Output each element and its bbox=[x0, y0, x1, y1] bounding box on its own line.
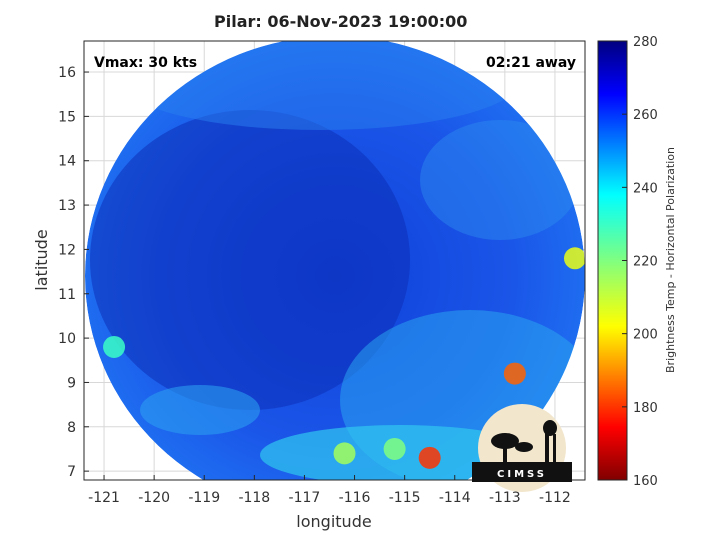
colorbar-tick-label: 160 bbox=[633, 474, 658, 489]
water-tower-icon bbox=[545, 430, 549, 462]
warm-spot bbox=[563, 247, 585, 270]
warm-spot bbox=[503, 362, 526, 385]
x-tick-label: -113 bbox=[489, 490, 521, 506]
y-axis-label: latitude bbox=[32, 229, 51, 290]
y-tick-label: 7 bbox=[67, 464, 76, 480]
y-tick-label: 10 bbox=[58, 331, 76, 347]
south-west-band bbox=[140, 385, 260, 435]
y-tick-label: 15 bbox=[58, 109, 76, 125]
x-axis-ticks: -121 -120 -119 -118 -117 -116 -115 -114 -113 -112 bbox=[88, 475, 571, 506]
plot-frame bbox=[83, 40, 586, 481]
x-tick-label: -115 bbox=[389, 490, 421, 506]
chart-title-text: Pilar: 06-Nov-2023 19:00:00 bbox=[214, 12, 468, 31]
y-tick-label: 8 bbox=[67, 420, 76, 436]
vmax-label: Vmax: 30 kts bbox=[94, 55, 197, 71]
logo-text: CIMSS bbox=[497, 469, 547, 480]
colorbar-tick-label: 260 bbox=[633, 108, 658, 123]
warm-spots bbox=[103, 247, 585, 469]
x-tick-label: -117 bbox=[289, 490, 321, 506]
y-tick-label: 9 bbox=[67, 375, 76, 391]
y-tick-label: 16 bbox=[58, 65, 76, 81]
x-axis-label: longitude bbox=[296, 512, 371, 531]
y-tick-label: 12 bbox=[58, 242, 76, 258]
colorbar-ticks: 280 260 240 220 200 180 160 bbox=[622, 35, 658, 489]
satellite-dish-icon bbox=[491, 433, 519, 449]
colorbar-tick-label: 180 bbox=[633, 401, 658, 416]
x-tick-label: -112 bbox=[539, 490, 571, 506]
warm-spot bbox=[418, 446, 441, 469]
x-tick-label: -120 bbox=[138, 490, 170, 506]
x-tick-label: -119 bbox=[188, 490, 220, 506]
cimss-logo: CIMSS bbox=[472, 404, 572, 492]
warm-band-north-east bbox=[420, 120, 580, 240]
colorbar-tick-label: 220 bbox=[633, 255, 658, 270]
x-tick-label: -114 bbox=[439, 490, 471, 506]
colorbar-tick-label: 240 bbox=[633, 181, 658, 196]
warm-spot bbox=[383, 437, 406, 460]
y-tick-label: 13 bbox=[58, 198, 76, 214]
cold-core-region bbox=[90, 110, 410, 410]
warm-spot bbox=[333, 442, 356, 465]
y-tick-label: 14 bbox=[58, 154, 76, 170]
x-tick-label: -118 bbox=[238, 490, 270, 506]
x-tick-label: -116 bbox=[339, 490, 371, 506]
colorbar-tick-label: 200 bbox=[633, 328, 658, 343]
y-tick-label: 11 bbox=[58, 287, 76, 303]
colorbar-tick-label: 280 bbox=[633, 35, 658, 50]
x-tick-label: -121 bbox=[88, 490, 120, 506]
time-away-label: 02:21 away bbox=[486, 55, 576, 71]
y-axis-ticks: 16 15 14 13 12 11 10 9 8 7 bbox=[58, 65, 89, 480]
colorbar-label: Brightness Temp - Horizontal Polarizatio… bbox=[664, 147, 677, 373]
warm-spot bbox=[103, 335, 126, 358]
